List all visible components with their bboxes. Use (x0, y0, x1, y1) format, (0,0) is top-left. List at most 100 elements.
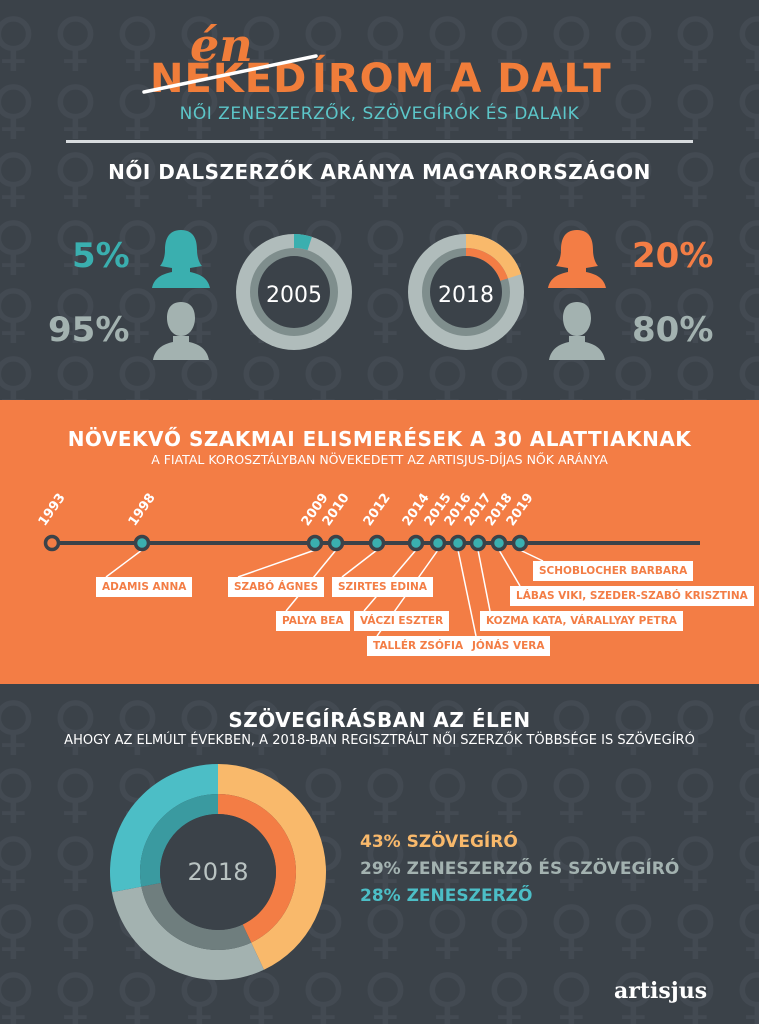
section1-title: NŐI DALSZERZŐK ARÁNYA MAGYARORSZÁGON (108, 160, 651, 184)
timeline-leader (237, 549, 316, 578)
venus-symbol: ♀ (610, 893, 657, 967)
woman-icon (152, 230, 210, 288)
venus-symbol: ♀ (486, 757, 533, 831)
timeline-dot-2015 (429, 534, 447, 552)
timeline-name: PALYA BEA (276, 611, 350, 631)
timeline-dot-2009 (306, 534, 324, 552)
venus-symbol: ♀ (0, 961, 37, 1024)
venus-symbol: ♀ (52, 961, 99, 1024)
timeline-leader (519, 549, 544, 562)
donut-2018-women-slice (466, 234, 522, 279)
venus-symbol: ♀ (734, 893, 759, 967)
timeline-dot-2017 (469, 534, 487, 552)
venus-symbol: ♀ (734, 757, 759, 831)
header: NEKED én ÍROM A DALT (0, 18, 759, 106)
section2-title: NÖVEKVŐ SZAKMAI ELISMERÉSEK A 30 ALATTIA… (67, 427, 692, 451)
venus-symbol: ♀ (734, 961, 759, 1024)
timeline-dot-2016 (449, 534, 467, 552)
timeline-dot-2019 (511, 534, 529, 552)
legend-item-lyricist: 43% SZÖVEGÍRÓ (360, 832, 518, 852)
venus-symbol: ♀ (734, 277, 759, 351)
page-subtitle: NŐI ZENESZERZŐK, SZÖVEGÍRÓK ÉS DALAIK (179, 104, 580, 124)
venus-symbol: ♀ (0, 825, 37, 899)
donut-2018: 2018 (408, 234, 524, 350)
timeline-dot-1993 (43, 534, 61, 552)
timeline-dot-2010 (327, 534, 345, 552)
divider (66, 140, 693, 143)
section2-subtitle: A FIATAL KOROSZTÁLYBAN NÖVEKEDETT AZ ART… (151, 452, 608, 467)
men-pct-2018: 80% (632, 310, 714, 350)
men-pct-2005: 95% (48, 310, 130, 350)
venus-symbol: ♀ (486, 961, 533, 1024)
timeline-dot-2018 (490, 534, 508, 552)
donut-2018-women-inner (466, 248, 508, 281)
section3-title: SZÖVEGÍRÁSBAN AZ ÉLEN (228, 708, 531, 732)
roles-slice-inner-1 (141, 882, 252, 950)
legend-item-composer: 28% ZENESZERZŐ (360, 886, 533, 906)
handwritten-word: én (190, 18, 253, 72)
timeline-name: LÁBAS VIKI, SZEDER-SZABÓ KRISZTINA (510, 586, 754, 606)
venus-symbol: ♀ (0, 893, 37, 967)
venus-symbol: ♀ (548, 893, 595, 967)
venus-symbol: ♀ (672, 757, 719, 831)
donut-roles-label: 2018 (187, 858, 248, 886)
donut-2005-label: 2005 (266, 283, 322, 308)
timeline-name: SZIRTES EDINA (332, 577, 433, 597)
venus-symbol: ♀ (0, 757, 37, 831)
donut-2005-hole (258, 256, 330, 328)
timeline-name: VÁCZI ESZTER (354, 611, 450, 631)
venus-symbol: ♀ (362, 893, 409, 967)
timeline-name: TALLÉR ZSÓFIA (367, 636, 470, 656)
page-title: ÍROM A DALT (312, 56, 612, 102)
venus-symbol: ♀ (734, 825, 759, 899)
venus-symbol: ♀ (672, 893, 719, 967)
venus-symbol: ♀ (52, 757, 99, 831)
venus-symbol: ♀ (424, 961, 471, 1024)
venus-symbol: ♀ (610, 757, 657, 831)
timeline-leader (105, 549, 143, 578)
timeline-name: ADAMIS ANNA (96, 577, 193, 597)
venus-symbol: ♀ (52, 825, 99, 899)
venus-symbol: ♀ (362, 961, 409, 1024)
timeline-dot-2014 (407, 534, 425, 552)
timeline-name: JÓNÁS VERA (466, 636, 551, 656)
section3-subtitle: AHOGY AZ ELMÚLT ÉVEKBEN, A 2018-BAN REGI… (64, 733, 695, 748)
artisjus-logo: artisjus (614, 978, 708, 1004)
venus-symbol: ♀ (362, 757, 409, 831)
timeline-leader (341, 549, 378, 578)
timeline-leader (477, 549, 491, 612)
timeline-dot-1998 (133, 534, 151, 552)
strike-line (142, 54, 318, 94)
venus-symbol: ♀ (0, 209, 37, 283)
venus-symbol: ♀ (734, 209, 759, 283)
roles-slice-inner-0 (218, 794, 296, 943)
donut-2005-women-slice (294, 234, 312, 251)
man-icon (153, 302, 209, 360)
venus-symbol: ♀ (548, 961, 595, 1024)
timeline-name: SZABÓ ÁGNES (228, 577, 325, 597)
man-icon-right (549, 302, 605, 360)
timeline-leader (457, 549, 477, 637)
timeline-name: SCHOBLOCHER BARBARA (533, 561, 694, 581)
venus-symbol: ♀ (548, 757, 595, 831)
women-pct-2018: 20% (632, 236, 714, 276)
roles-slice-2 (109, 764, 218, 893)
roles-slice-inner-2 (140, 794, 218, 887)
timeline-leader (498, 549, 521, 587)
donut-2005: 2005 (236, 234, 352, 350)
venus-symbol: ♀ (486, 893, 533, 967)
timeline-name: KOZMA KATA, VÁRALLYAY PETRA (480, 611, 683, 631)
legend-item-composer-lyricist: 29% ZENESZERZŐ ÉS SZÖVEGÍRÓ (360, 859, 680, 879)
women-pct-2005: 5% (72, 236, 130, 276)
venus-symbol: ♀ (52, 893, 99, 967)
roles-slice-0 (218, 764, 326, 970)
timeline-dot-2012 (368, 534, 386, 552)
venus-symbol: ♀ (424, 757, 471, 831)
roles-slice-1 (111, 886, 264, 980)
venus-symbol: ♀ (424, 893, 471, 967)
venus-symbol: ♀ (0, 277, 37, 351)
donut-2018-hole (430, 256, 502, 328)
woman-icon-right (548, 230, 606, 288)
donut-roles: 2018 (109, 764, 326, 980)
